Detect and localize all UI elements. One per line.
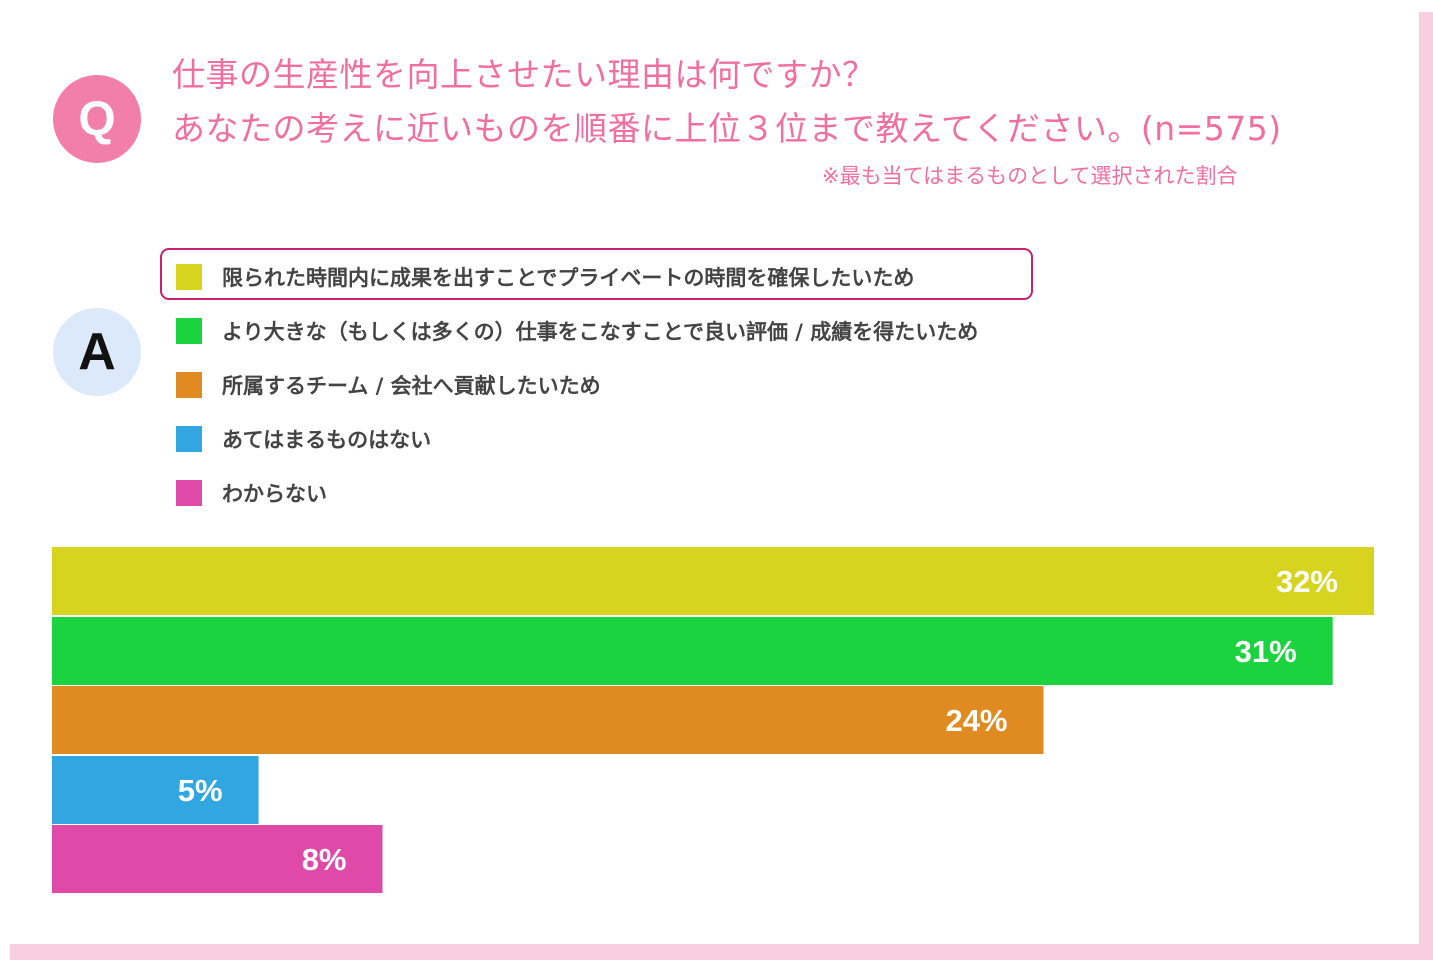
- bar-value-label: 24%: [945, 703, 1007, 738]
- bar-value-label: 8%: [302, 842, 347, 877]
- question-line-1: 仕事の生産性を向上させたい理由は何ですか？: [172, 55, 876, 94]
- legend-label: より大きな（もしくは多くの）仕事をこなすことで良い評価 / 成績を得たいため: [222, 320, 979, 344]
- legend-label: 限られた時間内に成果を出すことでプライベートの時間を確保したいため: [222, 266, 915, 290]
- legend-label: あてはまるものはない: [222, 428, 432, 452]
- bar-value-label: 31%: [1235, 634, 1297, 669]
- bar-1: [52, 547, 1374, 615]
- legend-swatch: [176, 480, 202, 506]
- answer-badge: A: [53, 308, 141, 396]
- legend-swatch: [176, 372, 202, 398]
- legend-label: 所属するチーム / 会社へ貢献したいため: [222, 374, 601, 398]
- bar-5: [52, 825, 383, 893]
- legend-swatch: [176, 318, 202, 344]
- legend-label: わからない: [222, 482, 327, 506]
- legend-item: より大きな（もしくは多くの）仕事をこなすことで良い評価 / 成績を得たいため: [176, 316, 978, 346]
- frame-right-border: [1419, 12, 1433, 948]
- bar-2: [52, 617, 1333, 685]
- legend-swatch: [176, 264, 202, 290]
- legend-swatch: [176, 426, 202, 452]
- bar-value-label: 32%: [1276, 564, 1338, 599]
- bar-3: [52, 686, 1044, 754]
- question-note: ※最も当てはまるものとして選択された割合: [822, 164, 1238, 188]
- bar-4: [52, 756, 259, 824]
- legend-item: あてはまるものはない: [176, 424, 431, 454]
- legend-item: 限られた時間内に成果を出すことでプライベートの時間を確保したいため: [176, 262, 914, 292]
- bar-value-label: 5%: [178, 773, 223, 808]
- highlight-box: [160, 248, 1033, 300]
- legend-item: わからない: [176, 478, 327, 508]
- legend-item: 所属するチーム / 会社へ貢献したいため: [176, 370, 601, 400]
- frame-bottom-border: [10, 944, 1433, 960]
- question-line-2: あなたの考えに近いものを順番に上位３位まで教えてください。(n=575): [172, 109, 1282, 148]
- question-badge: Q: [53, 75, 141, 163]
